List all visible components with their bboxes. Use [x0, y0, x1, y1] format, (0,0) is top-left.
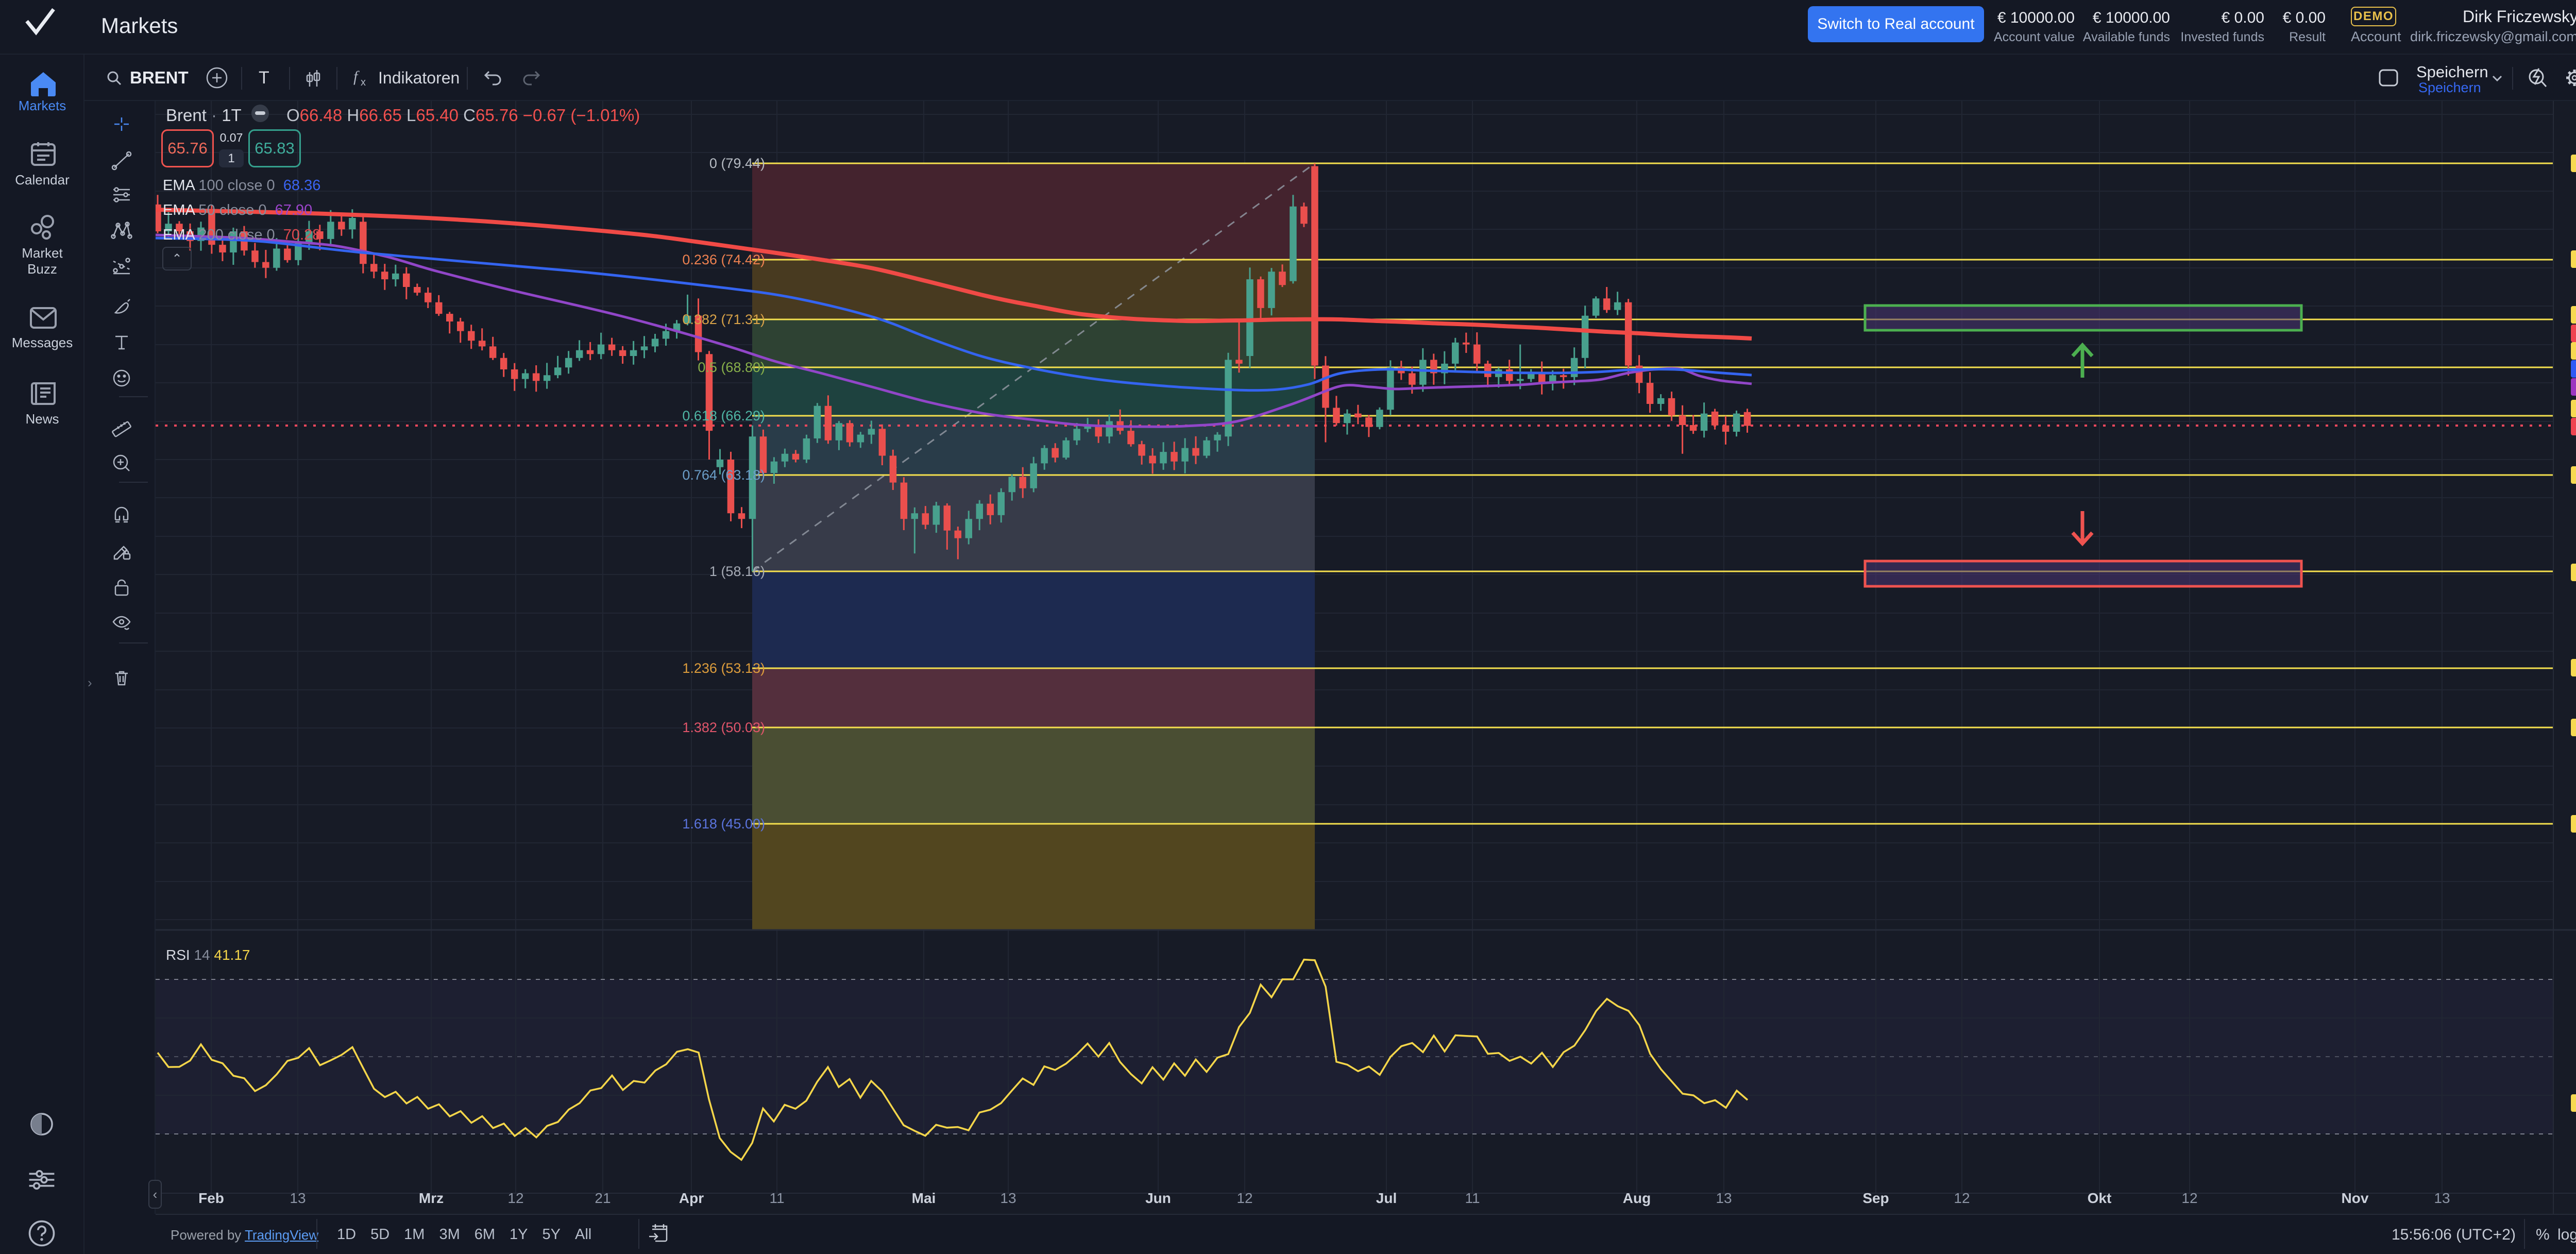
- svg-text:Okt: Okt: [2088, 1190, 2112, 1206]
- svg-text:Sep: Sep: [1862, 1190, 1889, 1206]
- svg-text:Aug: Aug: [1623, 1190, 1651, 1206]
- svg-text:13: 13: [1716, 1190, 1732, 1206]
- svg-text:f: f: [353, 68, 360, 85]
- svg-text:0.382 (71.31): 0.382 (71.31): [682, 312, 765, 327]
- svg-text:1.236 (53.13): 1.236 (53.13): [682, 660, 765, 676]
- svg-text:Apr: Apr: [679, 1190, 704, 1206]
- svg-text:0 (79.44): 0 (79.44): [709, 156, 765, 171]
- svg-text:13: 13: [290, 1190, 306, 1206]
- svg-text:21: 21: [595, 1190, 611, 1206]
- svg-text:1.382 (50.03): 1.382 (50.03): [682, 720, 765, 735]
- svg-text:13: 13: [1000, 1190, 1016, 1206]
- svg-text:13: 13: [2434, 1190, 2450, 1206]
- svg-text:11: 11: [769, 1190, 784, 1206]
- svg-text:11: 11: [1465, 1190, 1480, 1206]
- svg-text:Mai: Mai: [912, 1190, 936, 1206]
- svg-text:0.236 (74.42): 0.236 (74.42): [682, 252, 765, 267]
- svg-text:x: x: [361, 77, 366, 88]
- svg-text:12: 12: [1236, 1190, 1252, 1206]
- svg-text:1.618 (45.00): 1.618 (45.00): [682, 816, 765, 832]
- svg-text:Jun: Jun: [1145, 1190, 1171, 1206]
- svg-text:12: 12: [507, 1190, 523, 1206]
- svg-text:0.764 (63.18): 0.764 (63.18): [682, 467, 765, 483]
- svg-text:RSI 14 41.17: RSI 14 41.17: [166, 947, 250, 963]
- svg-text:Nov: Nov: [2342, 1190, 2369, 1206]
- svg-text:1 (58.16): 1 (58.16): [709, 564, 765, 579]
- svg-text:12: 12: [2181, 1190, 2197, 1206]
- svg-text:0.5 (68.80): 0.5 (68.80): [698, 360, 765, 375]
- svg-text:Mrz: Mrz: [419, 1190, 444, 1206]
- svg-text:Feb: Feb: [198, 1190, 224, 1206]
- svg-text:12: 12: [1954, 1190, 1970, 1206]
- svg-text:Jul: Jul: [1376, 1190, 1397, 1206]
- svg-text:0.618 (66.29): 0.618 (66.29): [682, 408, 765, 423]
